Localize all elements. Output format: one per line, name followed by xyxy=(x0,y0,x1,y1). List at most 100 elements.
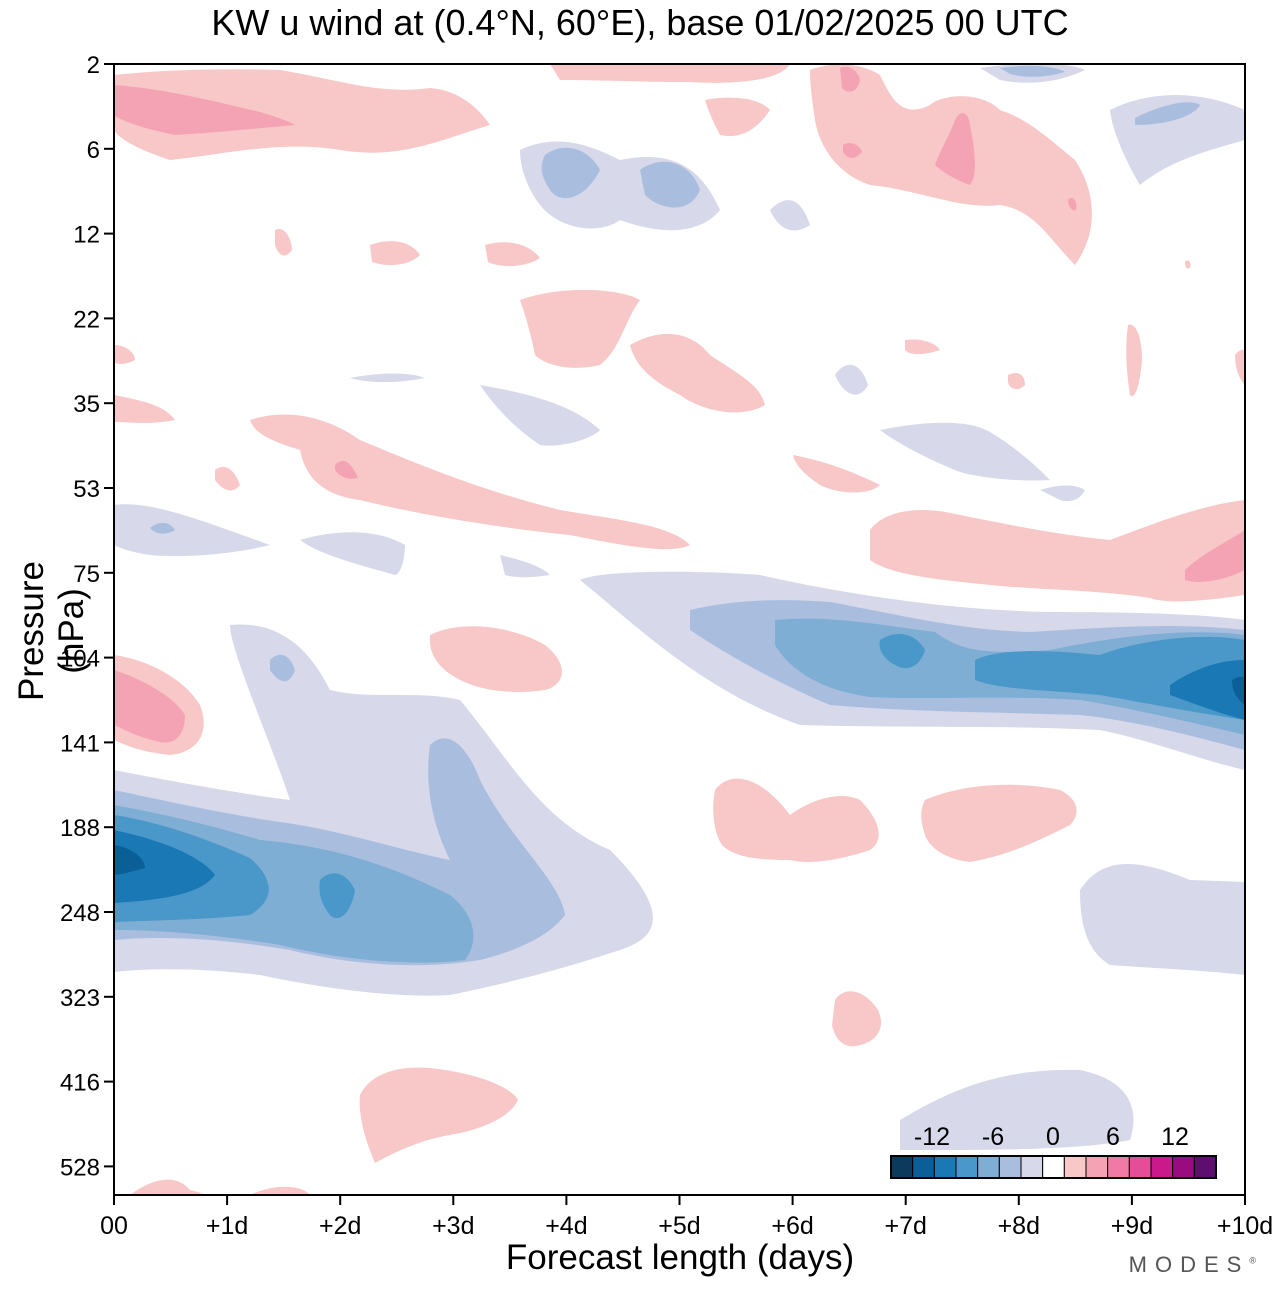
y-tick-label: 416 xyxy=(60,1070,100,1097)
contour-region xyxy=(114,1179,205,1195)
contour-region xyxy=(520,289,640,368)
contour-region xyxy=(500,555,550,578)
contour-region xyxy=(485,242,540,267)
y-tick-label: 75 xyxy=(73,561,100,588)
colorbar: -12 -6 0 6 12 xyxy=(890,1123,1217,1179)
contour-region xyxy=(1000,65,1065,77)
contour-region xyxy=(319,873,355,919)
y-tick-label: 104 xyxy=(60,646,100,673)
y-tick-label: 188 xyxy=(60,815,100,842)
colorbar-swatch xyxy=(1128,1155,1152,1179)
colorbar-swatch xyxy=(1107,1155,1130,1179)
x-tick-label: +7d xyxy=(884,1212,926,1240)
colorbar-frame xyxy=(890,1155,1217,1179)
contour-region xyxy=(250,414,690,550)
colorbar-tick-label: 12 xyxy=(1161,1123,1189,1151)
contour-region xyxy=(541,147,600,199)
colorbar-swatch xyxy=(1193,1155,1217,1179)
y-tick-label: 528 xyxy=(60,1154,100,1181)
x-tick-label: +6d xyxy=(771,1212,813,1240)
chart-title: KW u wind at (0.4°N, 60°E), base 01/02/2… xyxy=(211,2,1069,43)
contour-region xyxy=(550,64,790,83)
contour-region xyxy=(114,345,135,365)
colorbar-swatch xyxy=(1042,1155,1065,1179)
y-tick-label: 12 xyxy=(73,222,100,249)
contour-region xyxy=(370,241,420,266)
contour-region xyxy=(705,97,770,136)
contour-region xyxy=(300,532,405,575)
colorbar-tick-label: 6 xyxy=(1106,1123,1120,1151)
y-tick-label: 2 xyxy=(87,52,100,79)
contour-region xyxy=(1185,530,1245,582)
contour-region xyxy=(630,333,765,413)
contour-region xyxy=(935,113,975,185)
contour-region xyxy=(843,142,862,158)
x-tick-label: +10d xyxy=(1217,1212,1273,1240)
contour-region xyxy=(1232,676,1245,705)
x-tick-label: +1d xyxy=(206,1212,248,1240)
contour-region xyxy=(1040,485,1085,502)
x-tick-label: +2d xyxy=(319,1212,361,1240)
contour-region xyxy=(905,339,940,355)
colorbar-swatch xyxy=(1063,1155,1087,1179)
contour-region xyxy=(335,460,358,479)
contour-region xyxy=(879,634,925,669)
contour-region xyxy=(480,385,600,446)
contour-region xyxy=(1080,863,1245,975)
y-tick-label: 35 xyxy=(73,391,100,418)
x-tick-label: +9d xyxy=(1111,1212,1153,1240)
contour-region xyxy=(215,466,240,491)
colorbar-swatch xyxy=(933,1155,957,1179)
contour-region xyxy=(114,69,490,160)
brand-logo: MODES® xyxy=(1128,1252,1256,1277)
colorbar-swatch xyxy=(1020,1155,1044,1179)
contour-region xyxy=(114,504,270,557)
colorbar-swatch xyxy=(890,1155,914,1179)
contour-region xyxy=(114,670,185,743)
y-tick-label: 248 xyxy=(60,900,100,927)
contour-region xyxy=(114,845,145,875)
contour-region xyxy=(250,1186,310,1195)
contour-region xyxy=(1126,324,1142,396)
contour-region xyxy=(832,991,881,1047)
colorbar-tick-label: -12 xyxy=(914,1123,950,1151)
contour-region xyxy=(900,1069,1134,1150)
x-axis-label: Forecast length (days) xyxy=(505,1238,855,1277)
colorbar-swatch xyxy=(1150,1155,1174,1179)
contour-region xyxy=(880,422,1050,481)
contour-region xyxy=(359,1067,518,1163)
contour-region xyxy=(770,200,810,231)
colorbar-swatch xyxy=(1172,1155,1195,1179)
contour-region xyxy=(114,830,215,903)
colorbar-swatch xyxy=(977,1155,1000,1179)
x-axis-ticks: 00 +1d +2d +3d +4d +5d +6d +7d +8d +9d +10d xyxy=(100,1195,1273,1240)
colorbar-tick-label: 0 xyxy=(1046,1123,1060,1151)
contour-region xyxy=(975,636,1245,720)
x-tick-label: +4d xyxy=(545,1212,587,1240)
y-tick-label: 53 xyxy=(73,476,100,503)
contour-region xyxy=(840,66,860,92)
y-tick-label: 6 xyxy=(87,137,100,164)
contour-region xyxy=(114,85,295,135)
contour-region xyxy=(1068,198,1077,211)
contour-region xyxy=(793,455,880,493)
contour-fills xyxy=(114,63,1245,1195)
contour-region xyxy=(640,161,700,208)
contour-region xyxy=(1135,102,1200,125)
contour-region xyxy=(350,373,425,383)
x-tick-label: +5d xyxy=(658,1212,700,1240)
contour-region xyxy=(1235,349,1245,385)
contour-region xyxy=(150,522,175,534)
y-tick-label: 141 xyxy=(60,730,100,757)
y-tick-label: 323 xyxy=(60,985,100,1012)
contour-region xyxy=(1170,660,1245,720)
x-tick-label: 00 xyxy=(100,1212,128,1240)
y-axis-ticks: 2 6 12 22 35 53 75 104 141 188 248 323 416 528 xyxy=(60,52,114,1181)
x-tick-label: +3d xyxy=(432,1212,474,1240)
contour-region xyxy=(1008,373,1025,390)
y-axis-label: Pressure (hPa) xyxy=(12,560,91,702)
contour-region xyxy=(429,626,562,692)
contour-region xyxy=(1185,260,1191,269)
